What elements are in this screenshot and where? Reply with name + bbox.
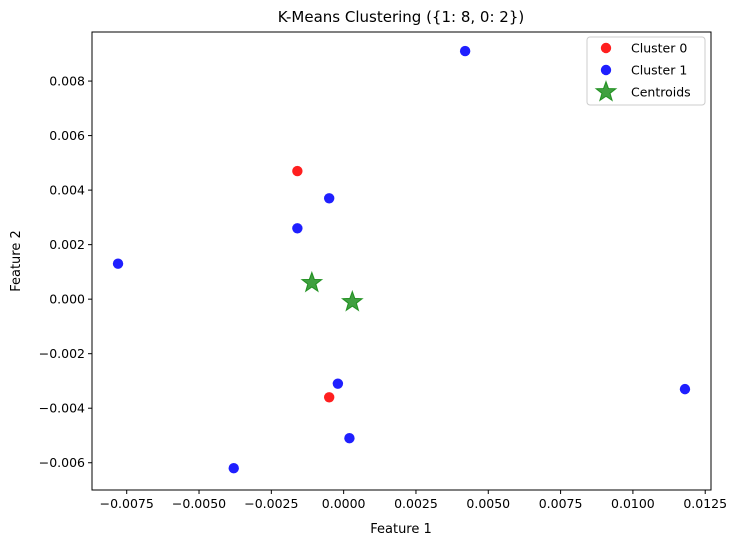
x-axis-label: Feature 1 xyxy=(370,522,432,537)
y-tick-label: −0.004 xyxy=(39,401,85,416)
y-tick-label: 0.000 xyxy=(49,292,85,307)
x-tick-label: −0.0050 xyxy=(172,496,226,511)
chart-title: K-Means Clustering ({1: 8, 0: 2}) xyxy=(278,8,524,26)
cluster-1-point xyxy=(679,383,691,395)
centroids-point xyxy=(340,289,364,312)
legend-label-cluster-0: Cluster 0 xyxy=(631,41,687,56)
cluster-0-point xyxy=(292,165,303,177)
cluster-1-point xyxy=(344,433,355,444)
legend-label-cluster-1: Cluster 1 xyxy=(631,63,687,78)
cluster-1-point xyxy=(228,462,239,474)
cluster-0-point xyxy=(323,392,335,403)
x-tick-label: 0.0000 xyxy=(322,496,366,511)
centroids-point xyxy=(300,270,324,293)
legend: Cluster 0 Cluster 1 Centroids xyxy=(586,36,706,106)
x-tick-label: 0.0025 xyxy=(394,496,438,511)
legend-marker-cluster-0 xyxy=(600,42,612,54)
cluster-1-point xyxy=(332,378,344,389)
cluster-1-point xyxy=(112,258,124,269)
y-tick-label: 0.002 xyxy=(49,237,85,252)
legend-marker-centroids xyxy=(594,80,618,102)
cluster-1-point xyxy=(323,193,335,204)
x-tick-label: 0.0050 xyxy=(466,496,510,511)
y-tick-label: 0.008 xyxy=(49,74,85,89)
x-tick-label: 0.0100 xyxy=(611,496,655,511)
x-tick-label: 0.0075 xyxy=(539,496,583,511)
x-tick-label: −0.0075 xyxy=(100,496,154,511)
legend-marker-cluster-1 xyxy=(600,64,612,76)
x-tick-label: 0.0125 xyxy=(683,496,727,511)
y-axis-label: Feature 2 xyxy=(9,230,24,292)
y-tick-label: −0.006 xyxy=(39,455,85,470)
axes-frame xyxy=(91,31,712,491)
plot-area: −0.0075 −0.0050 −0.0025 0.0000 0.0025 0.0050 0… xyxy=(39,31,727,511)
legend-label-centroids: Centroids xyxy=(631,85,691,100)
y-tick-label: 0.004 xyxy=(49,183,85,198)
y-tick-label: −0.002 xyxy=(39,346,85,361)
legend-frame xyxy=(586,36,706,106)
cluster-1-point xyxy=(292,223,303,234)
x-tick-label: −0.0025 xyxy=(244,496,298,511)
y-tick-label: 0.006 xyxy=(49,128,85,143)
cluster-1-point xyxy=(459,45,471,57)
